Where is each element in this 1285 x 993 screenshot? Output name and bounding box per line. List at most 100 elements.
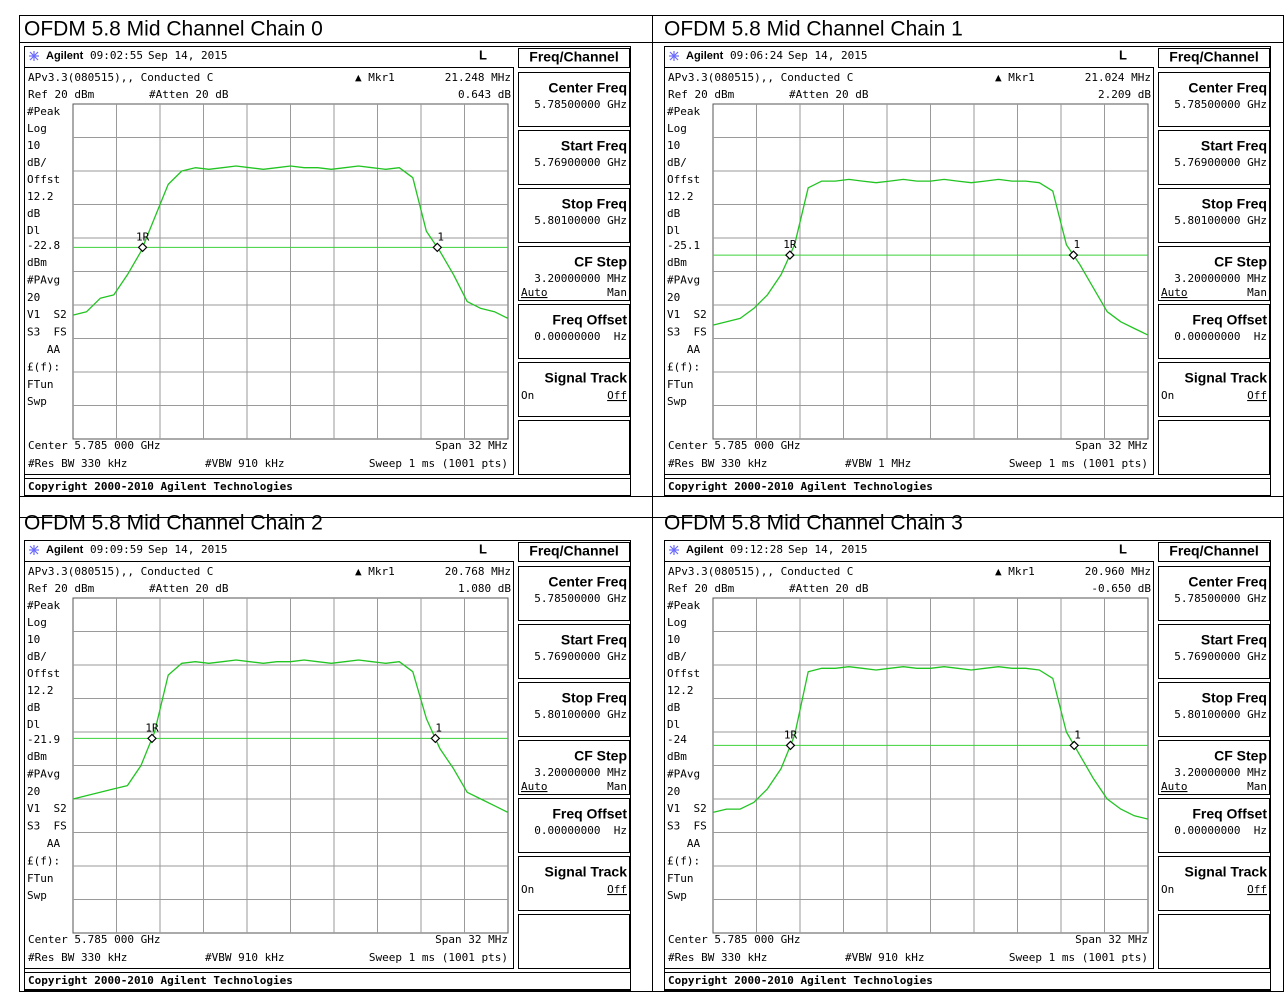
sweep: Sweep 1 ms (1001 pts)	[1009, 457, 1148, 470]
softkey-title: CF Step	[574, 254, 627, 270]
analyzer-screen: Agilent 09:09:59 Sep 14, 2015 L Freq/Channel…	[24, 540, 631, 991]
side-label: dB	[27, 207, 41, 220]
softkey-option: Off	[1247, 389, 1267, 402]
softkey-value: 3.20000000 MHz	[1174, 272, 1267, 285]
softkey-title: Signal Track	[545, 864, 628, 880]
side-label: Swp	[27, 889, 47, 902]
softkey-value: 5.76900000 GHz	[534, 156, 627, 169]
menu-title-box	[518, 542, 630, 562]
vbw: #VBW 910 kHz	[845, 951, 924, 964]
marker-level: 2.209 dB	[1098, 88, 1151, 101]
copyright-bar	[664, 972, 1271, 990]
marker-label: ▲ Mkr1	[355, 71, 395, 84]
center-freq: Center 5.785 000 GHz	[668, 933, 800, 946]
icon-stroke	[29, 545, 39, 555]
side-label: S3 FS	[667, 326, 707, 339]
marker	[430, 733, 441, 744]
softkey	[1158, 566, 1270, 621]
span: Span 32 MHz	[1075, 933, 1148, 946]
softkey-title: Freq Offset	[1192, 312, 1267, 328]
side-label: Swp	[667, 889, 687, 902]
marker	[785, 250, 795, 260]
softkey-title: Center Freq	[548, 80, 627, 96]
attenuation: #Atten 20 dB	[149, 582, 229, 595]
ref-level: Ref 20 dBm	[28, 582, 95, 595]
vbw: #VBW 1 MHz	[845, 457, 911, 470]
copyright: Copyright 2000-2010 Agilent Technologies	[28, 480, 293, 493]
softkey-value: 5.78500000 GHz	[1174, 592, 1267, 605]
side-label: Log	[27, 122, 47, 135]
softkey-option: Auto	[521, 286, 548, 299]
mode: L	[479, 541, 487, 556]
version: APv3.3(080515),, Conducted C	[28, 71, 213, 84]
side-label: #PAvg	[27, 273, 60, 286]
copyright-bar	[664, 478, 1271, 496]
side-label: 10	[27, 139, 40, 152]
panel-title: OFDM 5.8 Mid Channel Chain 2	[24, 512, 323, 535]
side-label: Dl	[667, 224, 680, 237]
brand: Agilent	[46, 50, 84, 62]
panel-title: OFDM 5.8 Mid Channel Chain 3	[664, 512, 963, 535]
span: Span 32 MHz	[1075, 439, 1148, 452]
side-label: Dl	[27, 224, 40, 237]
softkey-value: 0.00000000 Hz	[534, 330, 627, 343]
softkey-title: Stop Freq	[562, 196, 627, 212]
icon-stroke	[29, 51, 39, 61]
ref-level: Ref 20 dBm	[668, 582, 735, 595]
side-label: £(f):	[27, 360, 60, 373]
side-label: Swp	[667, 395, 687, 408]
copyright: Copyright 2000-2010 Agilent Technologies	[668, 480, 933, 493]
display-frame	[24, 561, 514, 969]
side-label: 12.2	[27, 684, 54, 697]
panel-title: OFDM 5.8 Mid Channel Chain 1	[664, 18, 963, 41]
softkey-title: CF Step	[574, 748, 627, 764]
menu-title-box	[1158, 542, 1270, 562]
softkey	[1158, 362, 1270, 417]
softkey-title: Center Freq	[1188, 80, 1267, 96]
softkey-title: Center Freq	[548, 574, 627, 590]
span: Span 32 MHz	[435, 933, 508, 946]
marker-tag: 1R	[136, 230, 150, 243]
softkey-value: 5.78500000 GHz	[534, 592, 627, 605]
side-label: 20	[27, 291, 40, 304]
menu-title: Freq/Channel	[1169, 49, 1258, 65]
softkey-value: 5.78500000 GHz	[1174, 98, 1267, 111]
side-label: £(f):	[667, 854, 700, 867]
mode: L	[479, 47, 487, 62]
attenuation: #Atten 20 dB	[789, 582, 869, 595]
side-label: #Peak	[27, 599, 60, 612]
softkey-option: Auto	[1161, 780, 1188, 793]
softkey-title: CF Step	[1214, 748, 1267, 764]
brand: Agilent	[686, 50, 724, 62]
version: APv3.3(080515),, Conducted C	[668, 565, 853, 578]
softkey-option: Auto	[521, 780, 548, 793]
softkey	[1158, 420, 1270, 475]
softkey-value: 3.20000000 MHz	[534, 272, 627, 285]
side-label: FTun	[27, 872, 54, 885]
softkey-option: On	[1161, 883, 1174, 896]
time: 09:09:59	[90, 543, 143, 556]
brand: Agilent	[686, 544, 724, 556]
status-icon	[29, 545, 39, 555]
softkey-value: 5.76900000 GHz	[1174, 156, 1267, 169]
side-label: Log	[667, 122, 687, 135]
softkey	[1158, 246, 1270, 301]
side-label: V1 S2	[667, 802, 707, 815]
marker-level: 1.080 dB	[458, 582, 511, 595]
side-label: V1 S2	[27, 308, 67, 321]
softkey	[1158, 304, 1270, 359]
softkey-value: 0.00000000 Hz	[1174, 330, 1267, 343]
brand: Agilent	[46, 544, 84, 556]
vbw: #VBW 910 kHz	[205, 951, 284, 964]
softkey-value: 5.80100000 GHz	[1174, 708, 1267, 721]
time: 09:12:28	[730, 543, 783, 556]
vbw: #VBW 910 kHz	[205, 457, 284, 470]
softkey-value: 0.00000000 Hz	[534, 824, 627, 837]
side-label: #PAvg	[27, 767, 60, 780]
center-freq: Center 5.785 000 GHz	[668, 439, 800, 452]
side-label: dB/	[667, 650, 687, 663]
side-label: dB	[27, 701, 41, 714]
display-frame	[664, 67, 1154, 475]
softkey-value: 3.20000000 MHz	[534, 766, 627, 779]
